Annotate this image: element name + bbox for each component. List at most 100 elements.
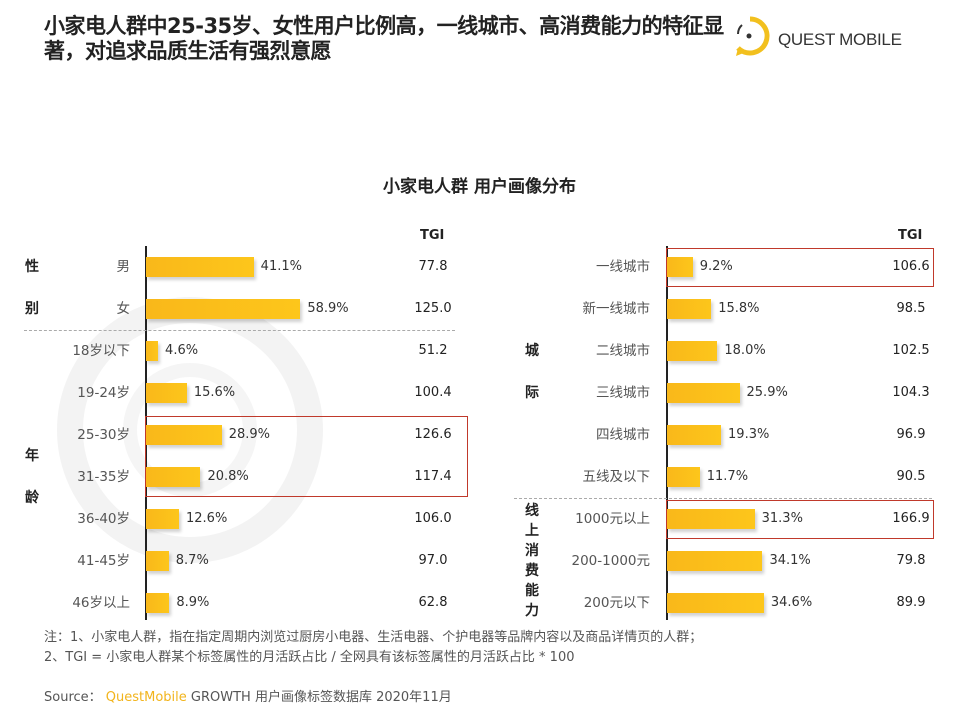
tgi-value: 102.5 [892,343,930,358]
tgi-value: 51.2 [418,343,448,358]
bar [667,593,764,613]
logo-text: QUEST MOBILE [778,30,902,49]
footnote-1: 注：1、小家电人群，指在指定周期内浏览过厨房小电器、生活电器、个护电器等品牌内容… [44,630,703,645]
bar [146,509,179,529]
category-label: 25-30岁 [77,427,130,443]
bar [146,257,254,277]
tgi-value: 96.9 [896,427,926,442]
group-label-char: 别 [25,301,39,317]
highlight-box [145,416,468,497]
quest-mobile-logo [736,16,770,56]
bar [146,551,169,571]
source-prefix: Source： [44,690,102,705]
group-label-char: 线 [525,503,539,519]
category-label: 19-24岁 [77,385,130,401]
category-label: 男 [116,259,131,275]
tgi-value: 79.8 [896,553,926,568]
tgi-value: 62.8 [418,595,448,610]
data-label: 20.8% [207,469,249,484]
data-label: 41.1% [260,259,302,274]
bar [146,425,222,445]
footnotes: 注：1、小家电人群，指在指定周期内浏览过厨房小电器、生活电器、个护电器等品牌内容… [44,628,702,668]
category-label: 1000元以上 [575,511,650,527]
category-label: 四线城市 [596,427,650,443]
data-label: 4.6% [165,343,199,358]
bar [146,299,301,319]
category-label: 200-1000元 [571,553,651,569]
tgi-value: 104.3 [892,385,930,400]
tgi-value: 117.4 [414,469,452,484]
category-label: 46岁以上 [72,595,130,611]
bar [667,257,693,277]
category-label: 女 [116,301,131,317]
y-axis-line [666,246,668,620]
category-label: 200元以下 [583,595,650,611]
bar [667,425,722,445]
group-label-char: 城 [525,343,539,359]
tgi-value: 106.6 [892,259,930,274]
data-label: 28.9% [228,427,271,442]
category-label: 31-35岁 [77,469,130,485]
data-label: 8.7% [175,553,209,568]
bar [667,467,700,487]
group-label-char: 能 [525,583,539,599]
logo-icon [736,16,770,56]
data-label: 19.3% [728,427,770,442]
group-label-char: 力 [525,603,539,619]
tgi-value: 89.9 [896,595,926,610]
group-label-char: 性 [25,259,39,275]
group-divider [514,498,932,499]
tgi-value: 126.6 [414,427,452,442]
tgi-value: 97.0 [418,553,448,568]
category-label: 一线城市 [596,259,650,275]
category-label: 三线城市 [596,385,650,401]
source-line: Source： QuestMobile GROWTH 用户画像标签数据库 202… [44,686,452,705]
category-label: 36-40岁 [77,511,130,527]
category-label: 五线及以下 [582,469,651,485]
data-label: 58.9% [307,301,349,316]
data-label: 18.0% [724,343,766,358]
data-label: 31.3% [761,511,803,526]
data-label: 34.6% [770,595,813,610]
data-label: 12.6% [186,511,228,526]
source-brand: QuestMobile [105,690,187,705]
data-label: 25.9% [746,385,788,400]
data-label: 9.2% [699,259,733,274]
tgi-value: 90.5 [896,469,926,484]
group-label-char: 消 [525,543,539,559]
group-label: 性别 [24,246,40,330]
data-label: 15.8% [718,301,760,316]
bar [667,551,763,571]
highlight-box [666,248,934,287]
group-label-char: 上 [525,523,539,539]
bar [667,299,712,319]
bar [146,341,159,361]
group-label-char: 际 [525,385,539,401]
group-label: 城际 [524,330,540,414]
tgi-header: TGI [898,228,923,243]
bar [146,467,201,487]
bar [146,383,187,403]
tgi-value: 125.0 [414,301,452,316]
data-label: 34.1% [769,553,811,568]
category-label: 新一线城市 [582,301,651,317]
group-label: 线上消费能力 [524,501,540,621]
group-label-char: 年 [25,448,39,464]
group-label: 年龄 [24,435,40,519]
headline: 小家电人群中25-35岁、女性用户比例高，一线城市、高消费能力的特征显著，对追求… [44,14,724,63]
tgi-header: TGI [420,228,445,243]
category-label: 二线城市 [596,343,650,359]
tgi-value: 77.8 [418,259,448,274]
highlight-box [666,500,934,539]
bar [667,509,755,529]
tgi-value: 98.5 [896,301,926,316]
category-label: 41-45岁 [77,553,130,569]
footnote-2: 2、TGI = 小家电人群某个标签属性的月活跃占比 / 全网具有该标签属性的月活… [44,650,575,665]
tgi-value: 166.9 [892,511,930,526]
data-label: 8.9% [176,595,210,610]
tgi-value: 106.0 [414,511,452,526]
tgi-value: 100.4 [414,385,452,400]
group-label-char: 费 [525,563,539,579]
bar [667,383,740,403]
